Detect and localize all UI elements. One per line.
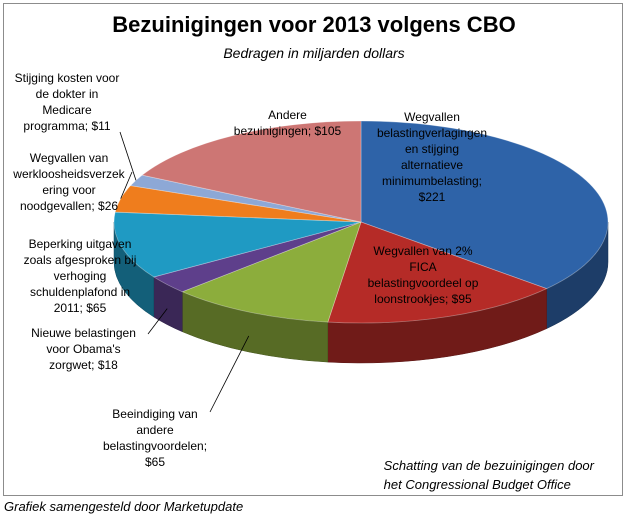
slice-label-line: Stijging kosten voor [14,71,120,85]
slice-label-line: Wegvallen van [29,151,109,165]
leader-line-2 [209,335,250,413]
slice-label-line: Andere [268,108,307,122]
slice-label-line: Nieuwe belastingen [31,326,136,340]
slice-label-line: loonstrookjes; $95 [374,292,472,306]
leader-line-6 [119,131,137,181]
slice-label-line: programma; $11 [23,119,111,133]
slice-label-line: noodgevallen; $26 [19,199,119,213]
pie-slice-4 [113,211,362,278]
slice-label-spending-cap: Beperking uitgaven zoals afgesproken bij v… [6,236,154,316]
slice-label-line: andere [136,423,174,437]
slice-label-line: verhoging [53,269,107,283]
leader-line-5 [120,171,133,199]
chart-subtitle: Bedragen in miljarden dollars [223,45,405,61]
slice-label-line: Wegvallen van 2% [373,244,473,258]
leader-line-3 [147,308,168,335]
slice-label-line: voor Obama's [46,342,121,356]
slice-label-medicare: Stijging kosten voor de dokter in Medicare… [8,70,126,134]
chart-title: Bezuinigingen voor 2013 volgens CBO [112,12,516,37]
slice-label-obamacare: Nieuwe belastingen voor Obama's zorgwet; $… [16,325,151,373]
pie-slice-0 [360,120,609,290]
slice-label-line: Wegvallen [404,110,460,124]
slice-label-line: alternatieve [400,158,464,172]
slice-label-line: $221 [418,190,446,204]
slice-label-line: $65 [144,455,166,469]
slice-label-fica: Wegvallen van 2% FICA belastingvoordeel op… [348,243,498,307]
slice-label-tax-benefits: Beeindiging van andere belastingvoordelen;… [90,406,220,470]
slice-label-other: Andere bezuinigingen; $105 [220,107,355,139]
note-line-2: het Congressional Budget Office [383,477,571,492]
pie-slice-3 [152,221,362,293]
pie-slice-1 [327,221,548,324]
slice-label-line: bezuinigingen; $105 [233,124,342,138]
slice-label-line: belastingvoordeel op [367,276,479,290]
slice-label-line: ering voor [42,183,96,197]
slice-label-line: 2011; $65 [53,301,107,315]
pie-slice-5 [114,185,362,223]
slice-label-line: Beperking uitgaven [28,237,132,251]
chart-note: Schatting van de bezuinigingen door het … [384,456,594,494]
slice-label-line: en stijging [404,142,460,156]
slice-label-line: schuldenplafond in [29,285,131,299]
chart-footer: Grafiek samengesteld door Marketupdate [4,499,244,514]
slice-label-line: FICA [409,260,437,274]
slice-label-line: minimumbelasting; [381,174,483,188]
pie-slice-7 [141,120,362,223]
slice-label-line: zorgwet; $18 [49,358,118,372]
chart-frame [3,3,623,496]
slice-label-line: Beeindiging van [112,407,198,421]
slice-label-line: belastingverlagingen [376,126,488,140]
slice-label-tax-cuts: Wegvallen belastingverlagingen en stijging… [352,109,512,205]
slice-label-line: werkloosheidsverzek [13,167,125,181]
slice-label-line: Medicare [42,103,92,117]
pie-slice-2 [181,221,362,323]
slice-label-line: belastingvoordelen; [102,439,208,453]
note-line-1: Schatting van de bezuinigingen door [383,458,594,473]
slice-label-unemployment: Wegvallen van werkloosheidsverzek ering vo… [6,150,132,214]
slice-label-line: de dokter in [35,87,99,101]
slice-label-line: zoals afgesproken bij [23,253,137,267]
